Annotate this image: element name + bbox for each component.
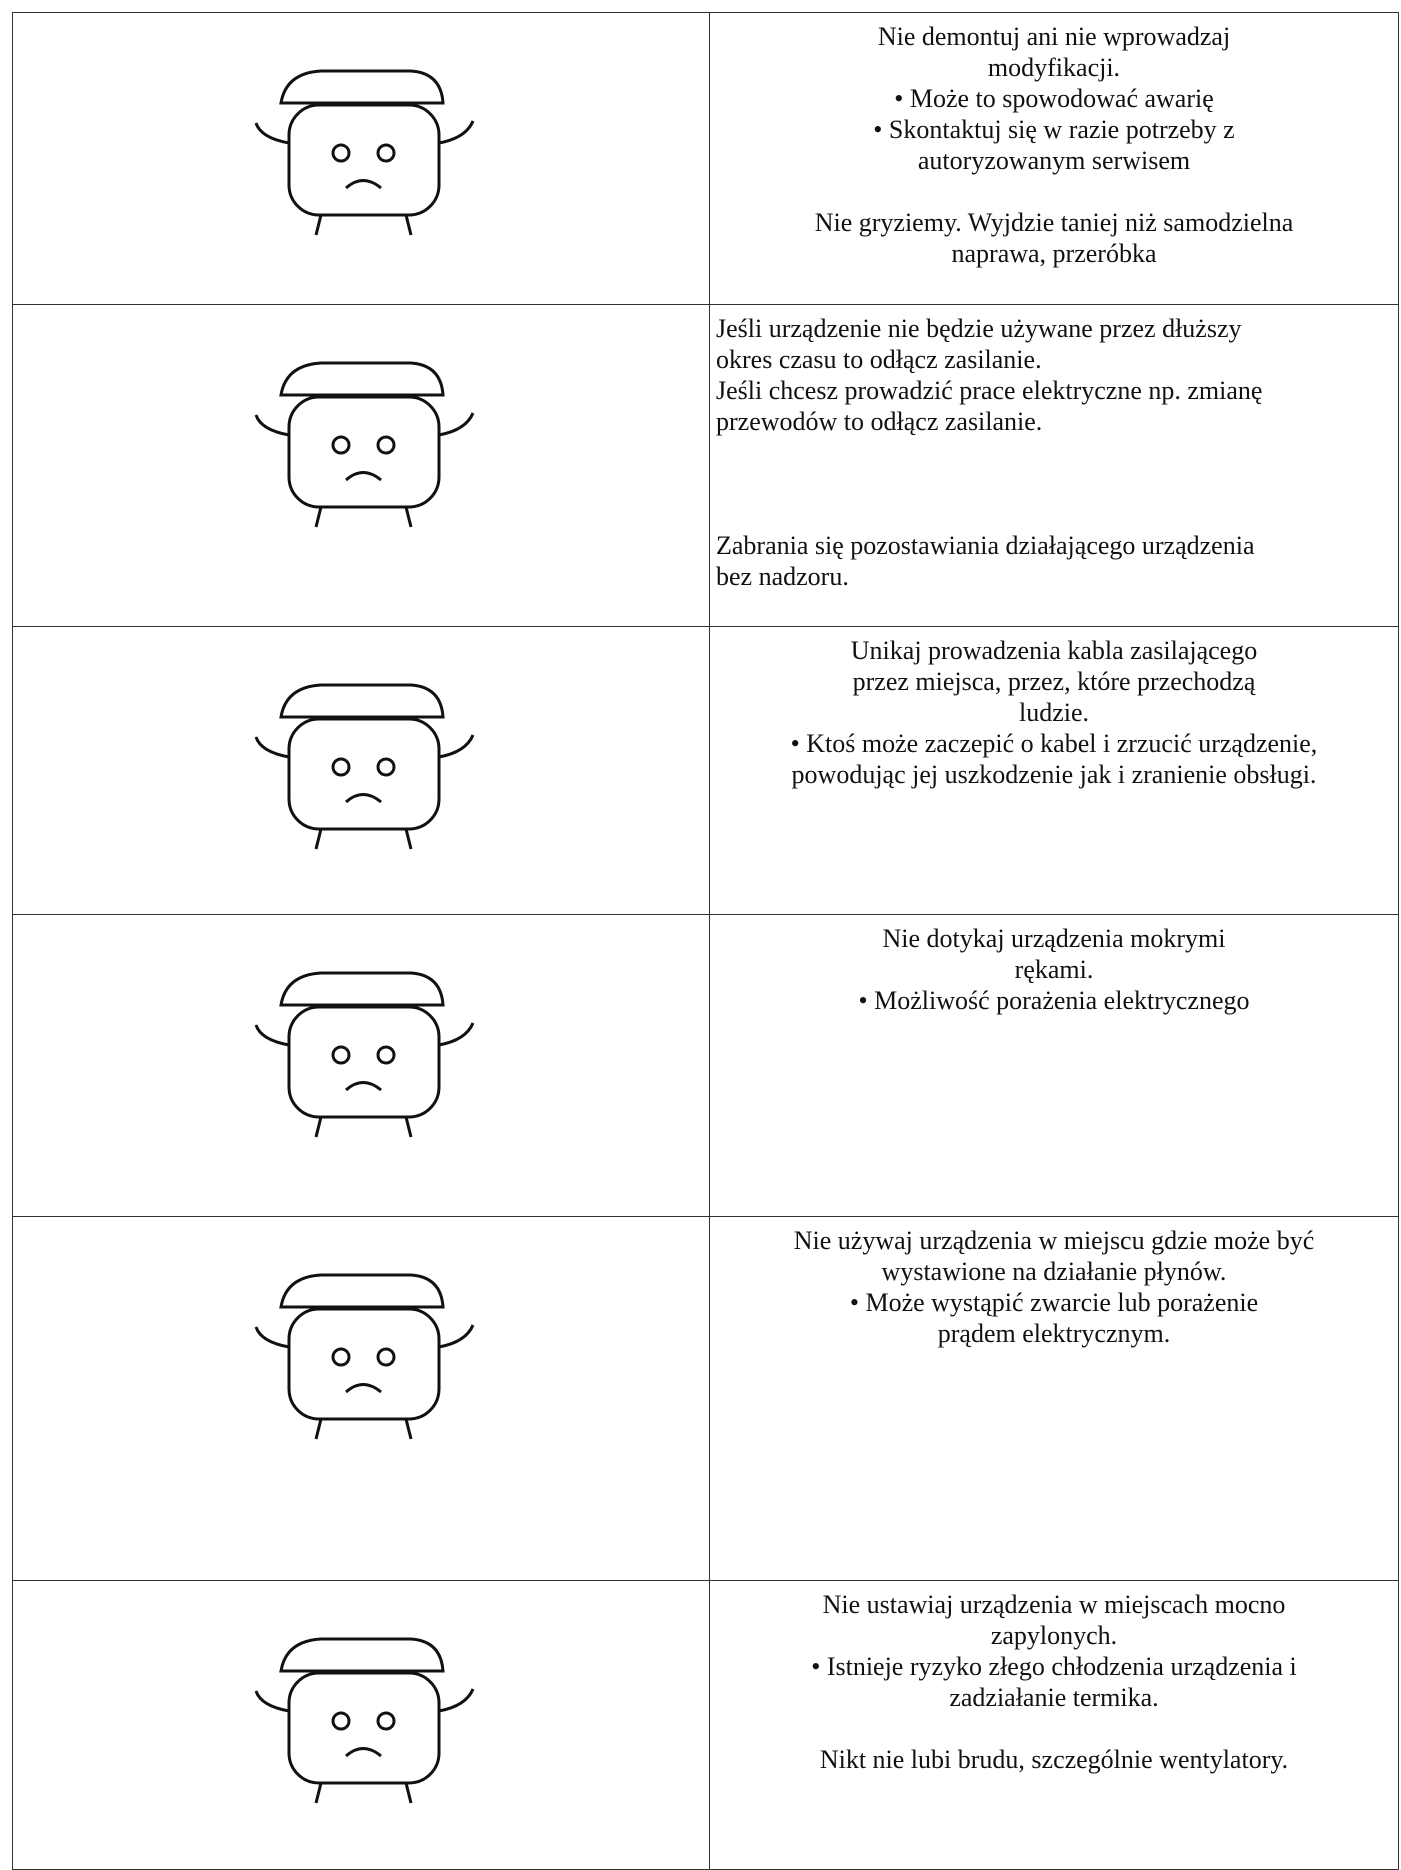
text-line: • Skontaktuj się w razie potrzeby z (873, 115, 1235, 144)
text-line: Unikaj prowadzenia kabla zasilającego (850, 636, 1258, 665)
paragraph: Nie demontuj ani nie wprowadzaj modyfikac… (716, 21, 1392, 176)
paragraph: Nie używaj urządzenia w miejscu gdzie mo… (716, 1225, 1392, 1349)
text-line: zapylonych. (990, 1621, 1118, 1650)
text-line: Nikt nie lubi brudu, szczególnie wentyla… (819, 1745, 1289, 1774)
illustration (254, 69, 475, 236)
table-row: Nie dotykaj urządzenia mokrymi rękami. • M… (12, 914, 1399, 1217)
text-line: przez miejsca, przez, które przechodzą (852, 667, 1256, 696)
paragraph: Unikaj prowadzenia kabla zasilającego prz… (716, 635, 1392, 790)
table-row: Unikaj prowadzenia kabla zasilającego prz… (12, 626, 1399, 915)
text-line: przewodów to odłącz zasilanie. (716, 407, 1043, 436)
text-line: Nie używaj urządzenia w miejscu gdzie mo… (793, 1226, 1315, 1255)
text-line: prądem elektrycznym. (937, 1319, 1171, 1348)
illustration-cell (12, 1216, 710, 1581)
text-cell: Nie ustawiaj urządzenia w miejscach mocn… (709, 1580, 1399, 1870)
paragraph: Nie gryziemy. Wyjdzie taniej niż samodzi… (716, 207, 1392, 269)
text-cell: Unikaj prowadzenia kabla zasilającego prz… (709, 626, 1399, 915)
illustration (254, 1637, 475, 1804)
table-row: Jeśli urządzenie nie będzie używane prze… (12, 304, 1399, 627)
text-line: Jeśli chcesz prowadzić prace elektryczne… (716, 376, 1263, 405)
text-line: rękami. (1014, 955, 1094, 984)
text-line: modyfikacji. (987, 53, 1121, 82)
text-line: bez nadzoru. (716, 562, 849, 591)
text-cell: Jeśli urządzenie nie będzie używane prze… (709, 304, 1399, 627)
paragraph: Jeśli urządzenie nie będzie używane prze… (716, 313, 1392, 437)
text-line: • Możliwość porażenia elektrycznego (858, 986, 1250, 1015)
illustration (254, 683, 475, 850)
text-cell: Nie dotykaj urządzenia mokrymi rękami. • M… (709, 914, 1399, 1217)
text-line: Jeśli urządzenie nie będzie używane prze… (716, 314, 1242, 343)
text-cell: Nie używaj urządzenia w miejscu gdzie mo… (709, 1216, 1399, 1581)
paragraph: Nie dotykaj urządzenia mokrymi rękami. • M… (716, 923, 1392, 1016)
paragraph: Nikt nie lubi brudu, szczególnie wentyla… (716, 1744, 1392, 1775)
text-line: • Ktoś może zaczepić o kabel i zrzucić u… (790, 729, 1318, 758)
illustration-cell (12, 626, 710, 915)
text-line: okres czasu to odłącz zasilanie. (716, 345, 1042, 374)
paragraph: Zabrania się pozostawiania działającego … (716, 530, 1392, 592)
warnings-table: Nie demontuj ani nie wprowadzaj modyfikac… (12, 12, 1399, 1870)
text-line: naprawa, przeróbka (951, 239, 1157, 268)
table-row: Nie demontuj ani nie wprowadzaj modyfikac… (12, 12, 1399, 305)
table-row: Nie ustawiaj urządzenia w miejscach mocn… (12, 1580, 1399, 1870)
text-line: Nie gryziemy. Wyjdzie taniej niż samodzi… (814, 208, 1294, 237)
text-line: Nie ustawiaj urządzenia w miejscach mocn… (822, 1590, 1286, 1619)
text-line: Nie dotykaj urządzenia mokrymi (882, 924, 1226, 953)
text-line: • Może wystąpić zwarcie lub porażenie (849, 1288, 1259, 1317)
text-line: ludzie. (1018, 698, 1090, 727)
illustration (254, 1273, 475, 1440)
illustration-cell (12, 914, 710, 1217)
text-line: powodując jej uszkodzenie jak i zranieni… (791, 760, 1317, 789)
illustration-cell (12, 304, 710, 627)
text-cell: Nie demontuj ani nie wprowadzaj modyfikac… (709, 12, 1399, 305)
text-line: • Istnieje ryzyko złego chłodzenia urząd… (811, 1652, 1297, 1681)
illustration-cell (12, 12, 710, 305)
text-line: wystawione na działanie płynów. (881, 1257, 1227, 1286)
paragraph: Nie ustawiaj urządzenia w miejscach mocn… (716, 1589, 1392, 1713)
illustration (254, 361, 475, 528)
illustration (254, 971, 475, 1138)
text-line: zadziałanie termika. (949, 1683, 1159, 1712)
illustration-cell (12, 1580, 710, 1870)
table-row: Nie używaj urządzenia w miejscu gdzie mo… (12, 1216, 1399, 1581)
text-line: autoryzowanym serwisem (917, 146, 1191, 175)
text-line: • Może to spowodować awarię (894, 84, 1214, 113)
text-line: Zabrania się pozostawiania działającego … (716, 531, 1255, 560)
text-line: Nie demontuj ani nie wprowadzaj (877, 22, 1231, 51)
